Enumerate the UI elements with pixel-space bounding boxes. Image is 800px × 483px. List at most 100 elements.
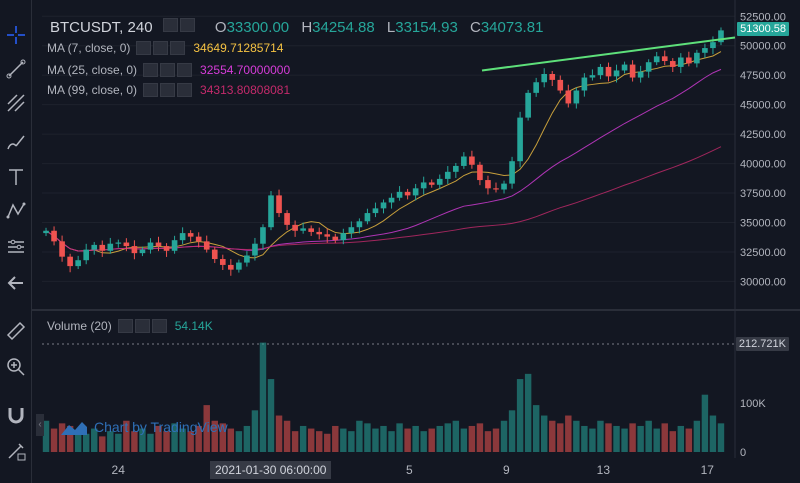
- volume-bar: [91, 428, 98, 452]
- pattern-icon[interactable]: [3, 198, 28, 223]
- candle-body: [645, 62, 652, 72]
- x-tick-label: 9: [503, 463, 510, 477]
- volume-bar: [549, 420, 556, 452]
- candle-body: [677, 57, 684, 67]
- volume-bar: [492, 428, 500, 452]
- volume-bar: [589, 428, 596, 452]
- back-arrow-icon[interactable]: [3, 270, 28, 295]
- symbol-legend-buttons[interactable]: [162, 18, 197, 32]
- candle-body: [348, 227, 355, 234]
- text-icon[interactable]: [3, 164, 28, 189]
- candle-body: [332, 236, 339, 241]
- volume-value: 54.14K: [174, 319, 213, 333]
- candle-body: [509, 161, 515, 184]
- candle-body: [356, 221, 363, 228]
- volume-bar: [669, 431, 676, 452]
- volume-bar: [476, 423, 484, 452]
- candle-body: [171, 240, 178, 251]
- ruler-icon[interactable]: [3, 318, 28, 343]
- magnet-icon[interactable]: [3, 402, 28, 427]
- trend-line-icon[interactable]: [3, 56, 28, 81]
- y-tick-label: 30000.00: [740, 276, 786, 288]
- volume-bar: [372, 428, 379, 452]
- volume-bar: [581, 425, 588, 452]
- volume-bar: [460, 428, 468, 452]
- candle-body: [372, 208, 379, 214]
- trend-line-segment: [481, 36, 736, 72]
- candle-body: [605, 66, 612, 77]
- candle-body: [187, 233, 194, 237]
- candle-body: [589, 75, 596, 78]
- symbol-label[interactable]: BTCUSDT, 240: [50, 19, 153, 36]
- candle-body: [396, 191, 403, 198]
- volume-bar: [484, 431, 492, 452]
- close-label: C: [470, 19, 481, 36]
- volume-bar: [597, 420, 604, 452]
- tradingview-logo-icon: [61, 422, 87, 435]
- candle-body: [91, 244, 98, 250]
- close-value: 34073.81: [480, 19, 544, 36]
- trend-line[interactable]: [481, 36, 736, 72]
- zoom-icon[interactable]: [3, 354, 28, 379]
- volume-bar: [42, 420, 50, 452]
- candle-body: [461, 156, 467, 166]
- open-value: 33300.00: [226, 19, 290, 36]
- candle-body: [244, 255, 250, 263]
- volume-tick-label: 0: [740, 447, 746, 459]
- ma7-buttons[interactable]: [136, 41, 187, 55]
- open-label: O: [214, 19, 227, 36]
- pitchfork-icon[interactable]: [3, 90, 28, 115]
- measure-icon[interactable]: [3, 234, 28, 259]
- ma99-legend[interactable]: MA (99, close, 0) 34313.80808081: [47, 83, 290, 97]
- candle-body: [428, 182, 435, 185]
- ma25-legend[interactable]: MA (25, close, 0) 32554.70000000: [47, 63, 290, 77]
- volume-bar: [107, 431, 114, 452]
- lock-draw-icon[interactable]: [3, 438, 28, 463]
- candle-body: [292, 224, 298, 231]
- volume-bar: [388, 431, 395, 452]
- candle-body: [541, 74, 548, 83]
- volume-axis: 0 100K: [740, 398, 766, 459]
- ma25-buttons[interactable]: [143, 63, 194, 77]
- tradingview-watermark[interactable]: Chart by TradingView: [60, 418, 228, 436]
- volume-bar: [637, 425, 644, 452]
- candle-body: [710, 42, 716, 49]
- high-label: H: [301, 19, 313, 36]
- candle-body: [469, 156, 475, 165]
- brush-icon[interactable]: [3, 128, 28, 153]
- collapse-toolbar-button[interactable]: ‹: [36, 414, 44, 436]
- volume-bar: [291, 431, 299, 452]
- candle-body: [388, 197, 395, 203]
- volume-bar: [171, 423, 178, 452]
- volume-buttons[interactable]: [117, 319, 169, 333]
- candle-body: [661, 56, 668, 62]
- candle-body: [59, 241, 65, 257]
- volume-bar: [404, 428, 411, 452]
- time-axis: 242591317: [112, 463, 715, 477]
- volume-bar: [380, 425, 387, 452]
- candle-body: [75, 260, 81, 267]
- candle-body: [324, 234, 331, 237]
- candle-body: [107, 243, 114, 251]
- ma7-legend[interactable]: MA (7, close, 0) 34649.71285714: [47, 41, 283, 55]
- candle-body: [147, 242, 154, 250]
- volume-bar: [243, 425, 251, 452]
- chart-grid: [0, 0, 800, 458]
- volume-bar: [187, 431, 194, 452]
- volume-bar: [227, 428, 235, 452]
- volume-bar: [621, 428, 628, 452]
- volume-bar: [653, 428, 660, 452]
- candle-body: [51, 230, 57, 242]
- volume-bar: [356, 420, 363, 452]
- volume-bar: [195, 425, 202, 452]
- candle-body: [67, 256, 73, 267]
- volume-label: Volume (20): [47, 319, 112, 333]
- x-tick-label: 24: [112, 463, 126, 477]
- candle-body: [581, 77, 588, 91]
- candle-body: [444, 171, 451, 179]
- volume-legend[interactable]: Volume (20) 54.14K: [47, 319, 213, 333]
- crosshair-icon[interactable]: [3, 22, 28, 47]
- ma99-buttons[interactable]: [143, 83, 194, 97]
- candle-body: [43, 230, 49, 234]
